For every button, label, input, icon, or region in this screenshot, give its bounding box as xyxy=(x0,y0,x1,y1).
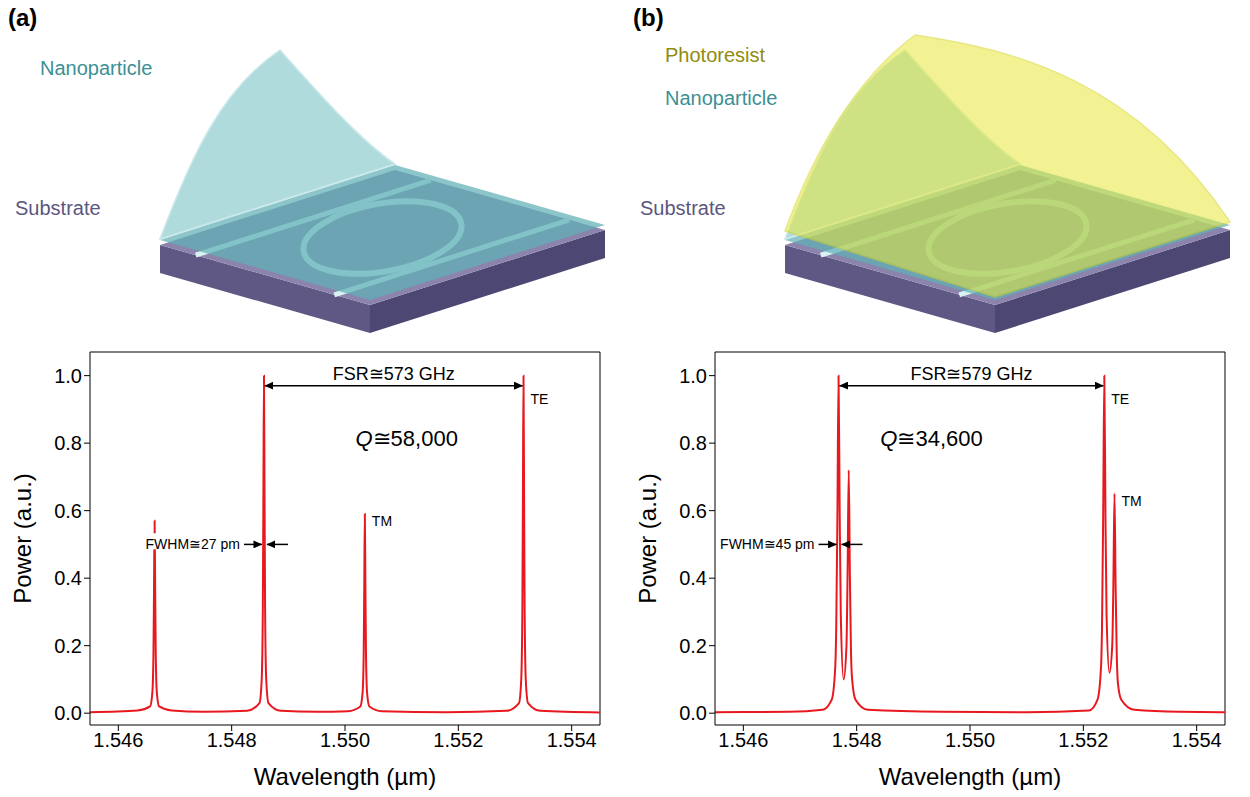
svg-text:0.8: 0.8 xyxy=(54,432,82,454)
svg-text:FWHM≅45 pm: FWHM≅45 pm xyxy=(720,536,814,552)
svg-text:1.548: 1.548 xyxy=(832,729,882,751)
svg-text:1.552: 1.552 xyxy=(433,729,483,751)
svg-text:Photoresist: Photoresist xyxy=(665,44,765,66)
svg-text:FSR≅573 GHz: FSR≅573 GHz xyxy=(333,364,455,384)
svg-text:0.8: 0.8 xyxy=(679,432,707,454)
svg-text:0.0: 0.0 xyxy=(54,702,82,724)
svg-text:Wavelength (µm): Wavelength (µm) xyxy=(879,763,1061,790)
svg-text:FSR≅579 GHz: FSR≅579 GHz xyxy=(910,364,1032,384)
svg-text:Nanoparticle: Nanoparticle xyxy=(665,87,777,109)
svg-text:FWHM≅27 pm: FWHM≅27 pm xyxy=(146,536,240,552)
svg-text:TE: TE xyxy=(1111,391,1129,407)
svg-text:1.0: 1.0 xyxy=(679,365,707,387)
svg-text:0.2: 0.2 xyxy=(679,635,707,657)
svg-text:1.550: 1.550 xyxy=(320,729,370,751)
svg-text:1.554: 1.554 xyxy=(1172,729,1222,751)
svg-text:Q≅58,000: Q≅58,000 xyxy=(355,426,457,451)
svg-text:Substrate: Substrate xyxy=(15,197,101,219)
svg-text:Nanoparticle: Nanoparticle xyxy=(40,57,152,79)
svg-text:1.548: 1.548 xyxy=(207,729,257,751)
svg-text:0.6: 0.6 xyxy=(54,500,82,522)
svg-text:Substrate: Substrate xyxy=(640,197,726,219)
svg-text:Wavelength (µm): Wavelength (µm) xyxy=(254,763,436,790)
svg-text:Q≅34,600: Q≅34,600 xyxy=(880,426,982,451)
svg-text:0.4: 0.4 xyxy=(54,567,82,589)
svg-text:1.546: 1.546 xyxy=(93,729,143,751)
svg-text:Power (a.u.): Power (a.u.) xyxy=(9,473,36,604)
svg-text:1.550: 1.550 xyxy=(945,729,995,751)
svg-text:1.546: 1.546 xyxy=(718,729,768,751)
svg-text:TE: TE xyxy=(531,391,549,407)
svg-text:Power (a.u.): Power (a.u.) xyxy=(634,473,661,604)
svg-text:1.552: 1.552 xyxy=(1058,729,1108,751)
svg-text:0.6: 0.6 xyxy=(679,500,707,522)
svg-text:1.554: 1.554 xyxy=(547,729,597,751)
svg-text:TM: TM xyxy=(372,513,392,529)
svg-text:0.4: 0.4 xyxy=(679,567,707,589)
svg-text:1.0: 1.0 xyxy=(54,365,82,387)
svg-text:0.0: 0.0 xyxy=(679,702,707,724)
svg-text:(a): (a) xyxy=(8,4,37,31)
svg-text:TM: TM xyxy=(1122,493,1142,509)
svg-text:(b): (b) xyxy=(633,4,664,31)
svg-text:0.2: 0.2 xyxy=(54,635,82,657)
